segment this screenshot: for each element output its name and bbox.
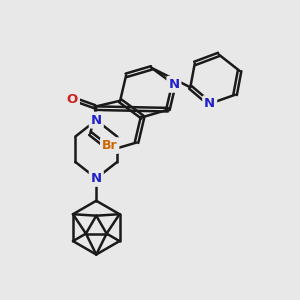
Text: O: O xyxy=(67,93,78,106)
Text: N: N xyxy=(91,114,102,127)
Text: N: N xyxy=(204,97,215,110)
Text: N: N xyxy=(168,78,179,91)
Text: Br: Br xyxy=(102,139,118,152)
Text: N: N xyxy=(91,172,102,185)
